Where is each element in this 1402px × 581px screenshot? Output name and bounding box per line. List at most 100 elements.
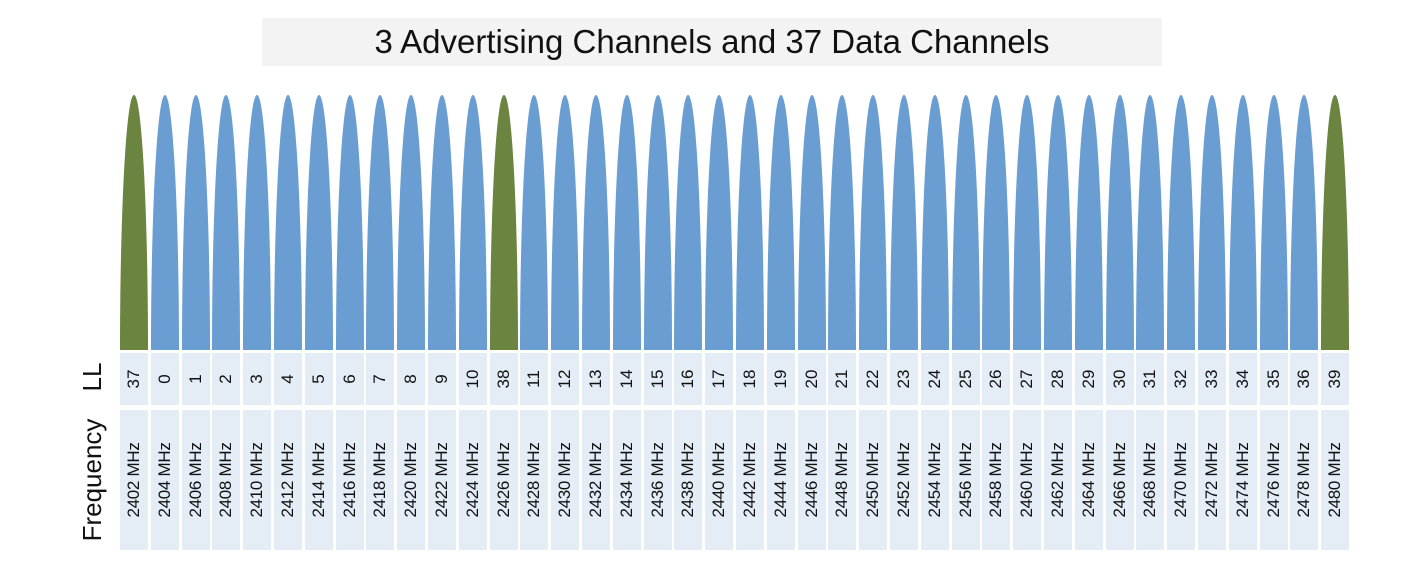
ll-cell: 21 [828, 353, 857, 405]
channel-25: 25 2456 MHz [951, 95, 980, 550]
frequency-cell-text: 2442 MHz [740, 442, 759, 518]
ll-cell-text: 7 [370, 374, 390, 384]
frequency-cell: 2472 MHz [1198, 410, 1226, 550]
frequency-cell-text: 2470 MHz [1171, 442, 1191, 518]
ll-cell: 14 [612, 353, 641, 405]
channel-13: 13 2432 MHz [582, 95, 610, 550]
frequency-cell: 2466 MHz [1105, 410, 1134, 550]
channel-37: 37 2402 MHz [120, 95, 148, 550]
ll-cell: 18 [736, 353, 764, 405]
channel-11: 11 2428 MHz [520, 95, 549, 550]
data-channel-lobe [1136, 95, 1165, 350]
data-channel-lobe [982, 95, 1011, 350]
data-channel-lobe [643, 95, 672, 350]
frequency-cell: 2412 MHz [274, 410, 302, 550]
frequency-cell: 2406 MHz [181, 410, 210, 550]
ll-cell: 3 [243, 353, 272, 405]
ll-cell-text: 21 [832, 369, 852, 389]
frequency-cell-text: 2432 MHz [586, 442, 605, 518]
data-channel-lobe [366, 95, 395, 350]
ll-cell: 6 [335, 353, 364, 405]
data-channel-lobe [1259, 95, 1288, 350]
frequency-cell: 2478 MHz [1290, 410, 1319, 550]
ll-cell-text: 16 [678, 369, 698, 389]
data-channel-lobe [243, 95, 272, 350]
data-channel-lobe [274, 95, 302, 350]
frequency-cell: 2428 MHz [520, 410, 549, 550]
frequency-cell: 2416 MHz [335, 410, 364, 550]
data-channel-lobe [766, 95, 795, 350]
frequency-cell-text: 2412 MHz [278, 442, 297, 518]
ll-cell: 2 [212, 353, 241, 405]
ll-cell: 30 [1105, 353, 1134, 405]
frequency-cell: 2414 MHz [304, 410, 333, 550]
data-channel-lobe [1167, 95, 1196, 350]
frequency-cell: 2470 MHz [1167, 410, 1196, 550]
frequency-cell: 2408 MHz [212, 410, 241, 550]
frequency-cell: 2434 MHz [612, 410, 641, 550]
channel-5: 5 2414 MHz [304, 95, 333, 550]
channel-15: 15 2436 MHz [643, 95, 672, 550]
ll-cell: 34 [1228, 353, 1257, 405]
channel-10: 10 2424 MHz [458, 95, 487, 550]
ll-cell-text: 4 [278, 374, 297, 384]
ll-cell-text: 24 [924, 369, 944, 389]
ll-cell: 11 [520, 353, 549, 405]
channel-20: 20 2446 MHz [797, 95, 826, 550]
channel-1: 1 2406 MHz [181, 95, 210, 550]
ll-cell: 20 [797, 353, 826, 405]
frequency-cell: 2460 MHz [1013, 410, 1042, 550]
data-channel-lobe [212, 95, 241, 350]
ll-cell: 31 [1136, 353, 1165, 405]
frequency-cell-text: 2418 MHz [370, 442, 390, 518]
frequency-cell: 2444 MHz [766, 410, 795, 550]
frequency-cell: 2422 MHz [428, 410, 456, 550]
ll-cell-text: 10 [462, 369, 482, 389]
ll-cell: 24 [920, 353, 949, 405]
data-channel-lobe [1228, 95, 1257, 350]
frequency-cell-text: 2434 MHz [616, 442, 636, 518]
ll-cell: 4 [274, 353, 302, 405]
data-channel-lobe [1074, 95, 1103, 350]
frequency-cell: 2424 MHz [458, 410, 487, 550]
frequency-cell-text: 2430 MHz [555, 442, 575, 518]
ll-cell-text: 0 [154, 374, 174, 384]
ll-cell-text: 23 [894, 369, 913, 389]
data-channel-lobe [612, 95, 641, 350]
frequency-cell-text: 2474 MHz [1232, 442, 1252, 518]
ll-cell: 25 [951, 353, 980, 405]
ll-cell: 19 [766, 353, 795, 405]
frequency-cell: 2436 MHz [643, 410, 672, 550]
frequency-cell-text: 2420 MHz [401, 442, 421, 518]
frequency-cell: 2418 MHz [366, 410, 395, 550]
frequency-cell-text: 2408 MHz [216, 442, 236, 518]
ll-cell: 9 [428, 353, 456, 405]
data-channel-lobe [458, 95, 487, 350]
ll-cell-text: 33 [1202, 369, 1221, 389]
ll-cell: 38 [489, 353, 518, 405]
data-channel-lobe [736, 95, 764, 350]
ll-cell-text: 28 [1048, 369, 1067, 389]
ll-cell-text: 8 [401, 374, 421, 384]
frequency-cell: 2420 MHz [397, 410, 426, 550]
data-channel-lobe [304, 95, 333, 350]
ll-cell-text: 36 [1294, 369, 1314, 389]
frequency-cell: 2442 MHz [736, 410, 764, 550]
frequency-cell-text: 2440 MHz [709, 442, 729, 518]
frequency-cell-text: 2454 MHz [924, 442, 944, 518]
frequency-cell: 2450 MHz [859, 410, 888, 550]
ll-cell: 22 [859, 353, 888, 405]
channel-19: 19 2444 MHz [766, 95, 795, 550]
ll-cell-text: 2 [216, 374, 236, 384]
channel-2: 2 2408 MHz [212, 95, 241, 550]
ll-cell: 5 [304, 353, 333, 405]
ll-cell: 37 [120, 353, 148, 405]
ll-cell-text: 37 [124, 369, 143, 389]
ll-cell: 26 [982, 353, 1011, 405]
ll-cell-text: 13 [586, 369, 605, 389]
channel-9: 9 2422 MHz [428, 95, 456, 550]
frequency-cell: 2410 MHz [243, 410, 272, 550]
ll-cell: 10 [458, 353, 487, 405]
frequency-cell-text: 2438 MHz [678, 442, 698, 518]
channel-7: 7 2418 MHz [366, 95, 395, 550]
